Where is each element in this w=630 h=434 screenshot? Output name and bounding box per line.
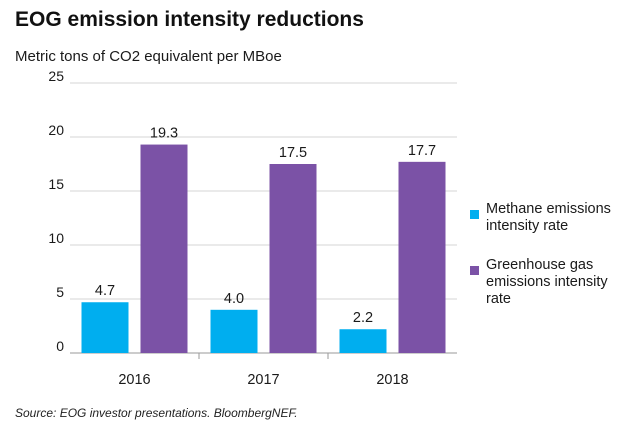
data-label-ghg-2016: 19.3 (150, 126, 178, 142)
legend-item-methane: Methane emissions intensity rate (470, 201, 625, 235)
legend-swatch-methane (470, 210, 479, 219)
y-tick-label: 10 (48, 230, 64, 246)
chart-title: EOG emission intensity reductions (15, 8, 364, 31)
data-label-methane-2016: 4.7 (95, 283, 115, 299)
bar-ghg-2016 (140, 144, 188, 353)
legend-label-ghg: Greenhouse gas emissions intensity rate (486, 257, 608, 307)
y-tick-label: 0 (56, 338, 64, 354)
x-category-label: 2018 (376, 372, 408, 388)
data-label-ghg-2018: 17.7 (408, 143, 436, 159)
bar-ghg-2017 (269, 164, 317, 353)
data-label-ghg-2017: 17.5 (279, 145, 307, 161)
y-tick-label: 15 (48, 176, 64, 192)
chart-subtitle: Metric tons of CO2 equivalent per MBoe (15, 48, 282, 65)
x-axis-labels: 2016 2017 2018 (118, 372, 408, 388)
x-category-label: 2017 (247, 372, 279, 388)
legend-label-methane: Methane emissions intensity rate (486, 201, 611, 234)
source-note: Source: EOG investor presentations. Bloo… (15, 406, 298, 420)
bar-methane-2016 (81, 302, 129, 353)
bar-methane-2017 (210, 309, 258, 353)
x-category-label: 2016 (118, 372, 150, 388)
y-tick-label: 5 (56, 284, 64, 300)
legend-item-ghg: Greenhouse gas emissions intensity rate (470, 257, 625, 308)
legend: Methane emissions intensity rate Greenho… (470, 201, 625, 330)
value-labels: 4.7 19.3 4.0 17.5 2.2 17.7 (95, 126, 436, 327)
data-label-methane-2018: 2.2 (353, 310, 373, 326)
y-tick-label: 25 (48, 68, 64, 84)
bar-methane-2018 (339, 329, 387, 353)
y-tick-label: 20 (48, 122, 64, 138)
gridlines (70, 82, 457, 359)
legend-swatch-ghg (470, 266, 479, 275)
data-label-methane-2017: 4.0 (224, 291, 244, 307)
y-axis-ticks: 0 5 10 15 20 25 (48, 68, 64, 354)
bars (81, 144, 446, 353)
bar-ghg-2018 (398, 161, 446, 353)
